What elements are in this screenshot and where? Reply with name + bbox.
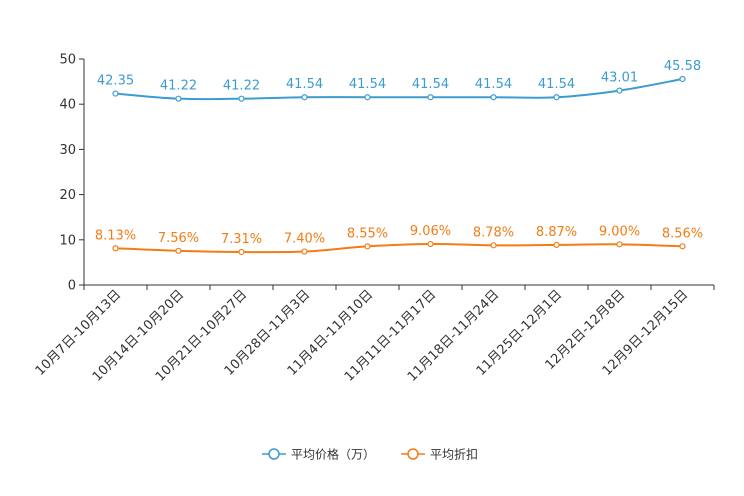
data-point[interactable] — [553, 94, 560, 101]
data-point[interactable] — [490, 242, 497, 249]
data-label: 43.01 — [601, 71, 638, 86]
data-point[interactable] — [427, 240, 434, 248]
series-avg-price: 42.35 41.22 41.22 41.54 41.54 41.54 41.54 41.54… — [97, 59, 701, 102]
data-point[interactable] — [175, 95, 182, 102]
data-point[interactable] — [679, 75, 686, 83]
y-tick-label: 0 — [68, 279, 76, 294]
series-layer: 42.35 41.22 41.22 41.54 41.54 41.54 41.54 41.54… — [95, 59, 703, 256]
legend-item-avg-discount[interactable]: 平均折扣 — [401, 447, 478, 462]
data-point[interactable] — [364, 243, 371, 250]
data-point[interactable] — [238, 248, 245, 256]
data-point[interactable] — [616, 87, 623, 94]
data-label: 7.56% — [158, 231, 199, 246]
legend-item-avg-price[interactable]: 平均价格（万） — [262, 447, 375, 462]
data-label: 41.54 — [475, 77, 512, 92]
data-label: 41.54 — [538, 77, 575, 92]
data-label: 8.78% — [473, 225, 514, 240]
series-line — [115, 243, 683, 254]
data-point[interactable] — [553, 241, 560, 249]
data-label: 8.55% — [347, 226, 388, 241]
y-tick-label: 30 — [59, 143, 76, 158]
series-avg-discount: 8.13% 7.56% 7.31% 7.40% 8.55% 9.06% 8.78% 8.87%… — [95, 224, 703, 256]
axes: 0102030405010月7日-10月13日10月14日-10月20日10月2… — [33, 53, 715, 385]
data-point[interactable] — [490, 94, 497, 101]
data-label: 7.31% — [221, 232, 262, 247]
data-point[interactable] — [616, 241, 623, 248]
legend-marker-icon — [268, 448, 280, 460]
data-label: 41.54 — [286, 77, 323, 92]
data-label: 8.13% — [95, 228, 136, 243]
data-point[interactable] — [427, 94, 434, 101]
data-point[interactable] — [364, 94, 371, 101]
data-label: 41.22 — [223, 79, 260, 94]
data-point[interactable] — [112, 90, 119, 97]
y-tick-label: 40 — [59, 98, 76, 113]
data-point[interactable] — [238, 95, 245, 102]
legend-label: 平均折扣 — [430, 447, 478, 462]
data-label: 41.54 — [349, 77, 386, 92]
data-label: 7.40% — [284, 232, 325, 247]
data-label: 9.06% — [410, 224, 451, 239]
y-tick-label: 20 — [59, 188, 76, 203]
data-label: 41.22 — [160, 79, 197, 94]
data-point[interactable] — [301, 94, 308, 101]
data-point[interactable] — [175, 247, 182, 254]
y-tick-label: 10 — [59, 233, 76, 248]
legend-label: 平均价格（万） — [291, 447, 375, 462]
legend-marker-icon — [407, 448, 419, 460]
y-tick-label: 50 — [59, 53, 76, 68]
legend[interactable]: 平均价格（万） 平均折扣 — [262, 447, 478, 462]
data-point[interactable] — [112, 245, 119, 252]
series-line — [115, 77, 683, 101]
data-label: 8.56% — [662, 226, 703, 241]
data-label: 9.00% — [599, 224, 640, 239]
data-label: 45.58 — [664, 59, 701, 74]
data-label: 42.35 — [97, 74, 134, 89]
data-point[interactable] — [679, 243, 686, 250]
data-label: 8.87% — [536, 225, 577, 240]
data-label: 41.54 — [412, 77, 449, 92]
data-point[interactable] — [301, 248, 308, 255]
